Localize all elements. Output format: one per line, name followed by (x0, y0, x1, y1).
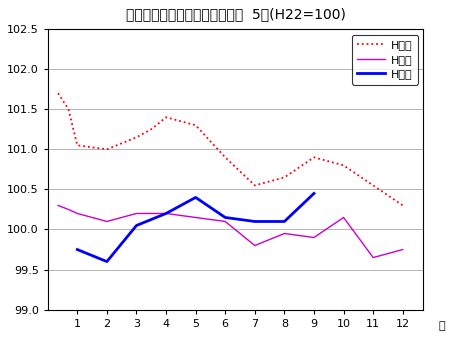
H２１ (66, 107, 71, 111)
H２２ (163, 211, 169, 215)
H２１ (193, 123, 198, 127)
H２１ (370, 183, 376, 187)
H２２ (148, 211, 154, 215)
H２１ (341, 163, 346, 167)
Title: 生鮮食品を除く総合指数の動き  5市(H22=100): 生鮮食品を除く総合指数の動き 5市(H22=100) (126, 7, 345, 21)
H２１ (252, 183, 258, 187)
H２１ (74, 143, 80, 147)
H２３ (311, 191, 317, 195)
H２２ (341, 215, 346, 219)
H２２ (74, 211, 80, 215)
H２２ (370, 255, 376, 259)
H２１ (400, 204, 405, 208)
H２２ (252, 244, 258, 248)
H２３ (282, 219, 287, 223)
H２３ (74, 247, 80, 251)
H２２ (400, 247, 405, 251)
Text: 月: 月 (438, 321, 445, 331)
H２１ (134, 135, 139, 139)
H２２ (222, 219, 228, 223)
H２３ (163, 211, 169, 215)
H２２ (55, 204, 61, 208)
H２３ (193, 195, 198, 200)
H２２ (282, 232, 287, 236)
H２１ (55, 91, 61, 95)
H２１ (222, 155, 228, 159)
Line: H２３: H２３ (77, 193, 314, 262)
H２１ (163, 115, 169, 119)
H２２ (193, 215, 198, 219)
H２１ (148, 127, 154, 131)
Line: H２２: H２２ (58, 206, 403, 257)
H２１ (104, 147, 110, 151)
H２３ (252, 219, 258, 223)
Legend: H２１, H２２, H２３: H２１, H２２, H２３ (352, 35, 418, 85)
H２３ (104, 259, 110, 264)
H２３ (222, 215, 228, 219)
H２２ (66, 208, 71, 212)
H２１ (311, 155, 317, 159)
H２１ (282, 175, 287, 179)
H２３ (134, 223, 139, 227)
H２２ (311, 236, 317, 240)
H２２ (104, 219, 110, 223)
Line: H２１: H２１ (58, 93, 403, 206)
H２２ (134, 211, 139, 215)
